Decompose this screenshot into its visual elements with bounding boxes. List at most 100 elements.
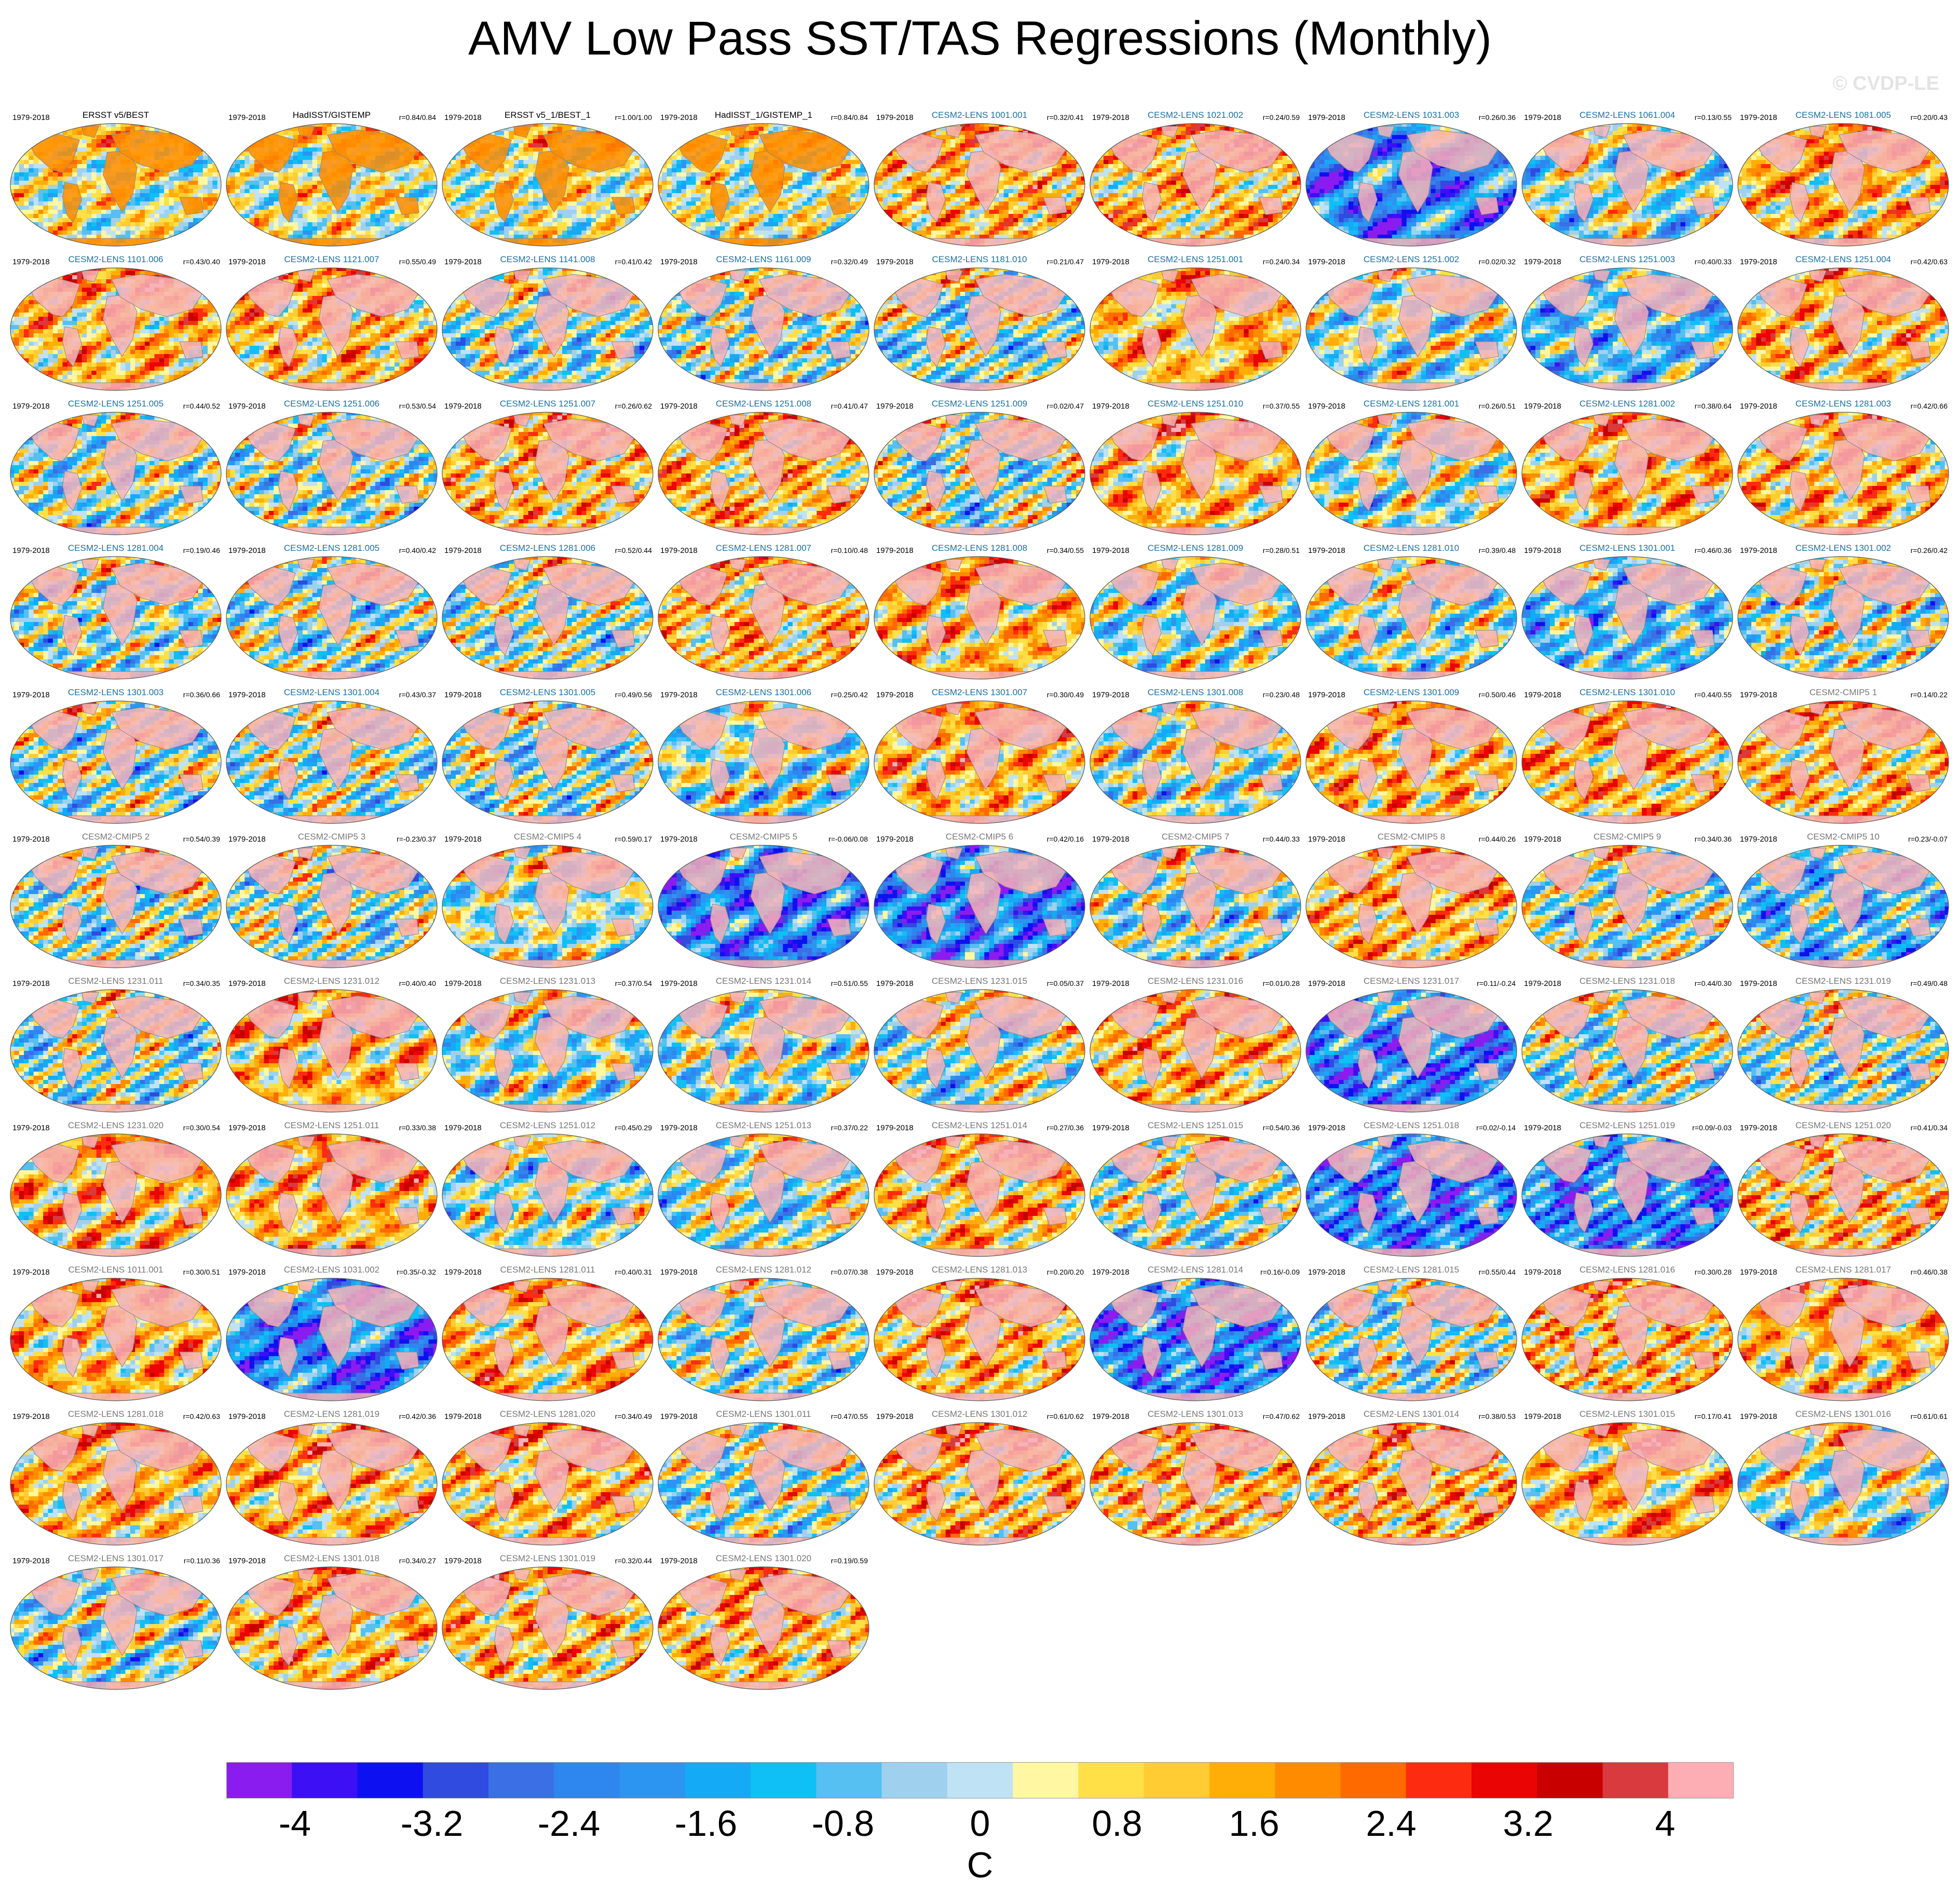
regression-cell [424,139,429,144]
regression-cell [817,206,822,210]
regression-cell [639,193,645,198]
regression-cell [179,177,184,181]
regression-cell [279,243,284,247]
regression-cell [509,147,514,152]
regression-cell [375,243,380,247]
regression-cell [63,172,68,177]
regression-cell [87,139,92,144]
regression-cell [9,222,15,227]
regression-cell [208,147,213,152]
regression-cell [754,206,759,210]
regression-cell [38,189,44,194]
regression-cell [841,172,846,177]
regression-cell [691,127,696,131]
regression-cell [686,123,691,127]
regression-cell [312,177,318,181]
regression-cell [179,193,184,198]
regression-cell [725,214,730,219]
regression-cell [269,177,274,181]
regression-cell [419,135,424,140]
regression-cell [14,127,19,131]
regression-cell [385,231,390,235]
regression-cell [371,226,376,231]
regression-cell [865,185,870,190]
regression-cell [303,139,308,144]
regression-cell [140,193,145,198]
regression-cell [817,127,822,131]
regression-cell [375,189,380,194]
regression-cell [822,185,827,190]
regression-cell [846,156,851,160]
regression-cell [43,168,48,173]
regression-cell [572,185,577,190]
regression-cell [244,214,250,219]
regression-cell [400,226,405,231]
regression-cell [639,218,645,223]
regression-cell [14,131,19,136]
regression-cell [419,226,424,231]
regression-cell [519,193,524,198]
regression-cell [225,156,230,160]
regression-cell [225,235,230,239]
regression-cell [19,231,24,235]
regression-cell [63,177,68,181]
regression-cell [548,226,553,231]
regression-cell [543,214,548,219]
regression-cell [817,201,822,206]
regression-cell [58,197,63,202]
regression-cell [29,226,34,231]
regression-cell [203,172,208,177]
regression-cell [596,226,601,231]
regression-cell [725,147,730,152]
regression-cell [91,139,97,144]
regression-cell [322,201,327,206]
regression-cell [208,226,213,231]
regression-cell [783,206,788,210]
regression-cell [212,222,217,227]
regression-cell [394,239,400,243]
regression-cell [212,235,217,239]
regression-cell [519,206,524,210]
regression-cell [106,193,111,198]
regression-cell [130,231,135,235]
regression-cell [9,210,15,214]
regression-cell [375,181,380,185]
regression-cell [495,177,500,181]
regression-cell [159,189,165,194]
regression-cell [149,123,155,127]
regression-cell [198,189,203,194]
regression-cell [34,226,39,231]
regression-cell [298,218,303,223]
regression-cell [509,231,514,235]
regression-cell [533,156,538,160]
regression-cell [860,185,865,190]
regression-cell [346,231,351,235]
regression-cell [630,181,635,185]
regression-map [225,123,438,247]
regression-cell [460,206,466,210]
regression-cell [635,160,640,165]
regression-cell [254,210,260,214]
regression-cell [208,164,213,169]
regression-cell [225,210,230,214]
regression-cell [87,201,92,206]
regression-cell [312,139,318,144]
regression-cell [419,243,424,247]
regression-cell [797,206,802,210]
regression-cell [155,206,160,210]
regression-cell [441,139,446,144]
regression-cell [371,201,376,206]
regression-cell [48,239,53,243]
regression-cell [630,139,635,144]
regression-cell [836,185,841,190]
regression-cell [470,123,475,127]
regression-cell [538,210,543,214]
regression-cell [327,210,332,214]
regression-cell [734,185,740,190]
regression-cell [43,226,48,231]
regression-cell [217,127,222,131]
regression-cell [433,181,438,185]
regression-cell [14,177,19,181]
regression-cell [240,177,245,181]
regression-cell [754,210,759,214]
